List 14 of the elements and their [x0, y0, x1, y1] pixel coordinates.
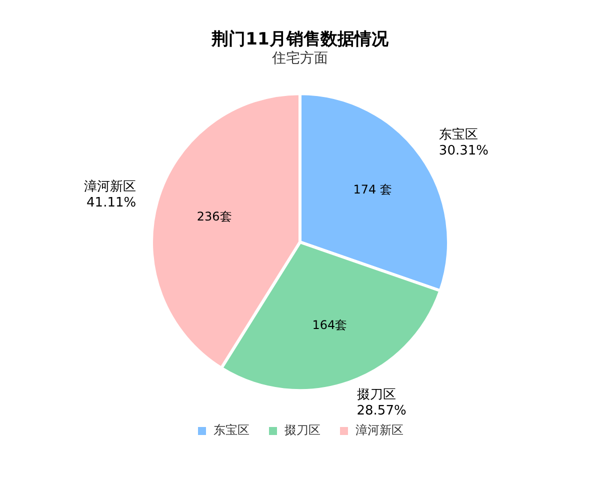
slice-label: 东宝区	[438, 126, 478, 143]
text: 41.11%	[86, 196, 136, 210]
text: 28.57%	[356, 403, 406, 418]
slice-label: 漳河新区	[84, 180, 136, 194]
legend-label: 漳河新区	[356, 423, 404, 438]
slice-label: 掇刀区	[356, 387, 396, 402]
data-label: 164套	[312, 318, 348, 332]
legend-label: 东宝区	[214, 423, 250, 438]
legend-label: 掇刀区	[284, 423, 320, 438]
data-label: 236套	[196, 210, 232, 224]
chart-title: 荆门11月销售数据情况	[210, 30, 390, 50]
data-label: 174 套	[353, 182, 392, 197]
chart-subtitle: 住宅方面	[271, 50, 328, 66]
text: 30.31%	[438, 144, 488, 159]
